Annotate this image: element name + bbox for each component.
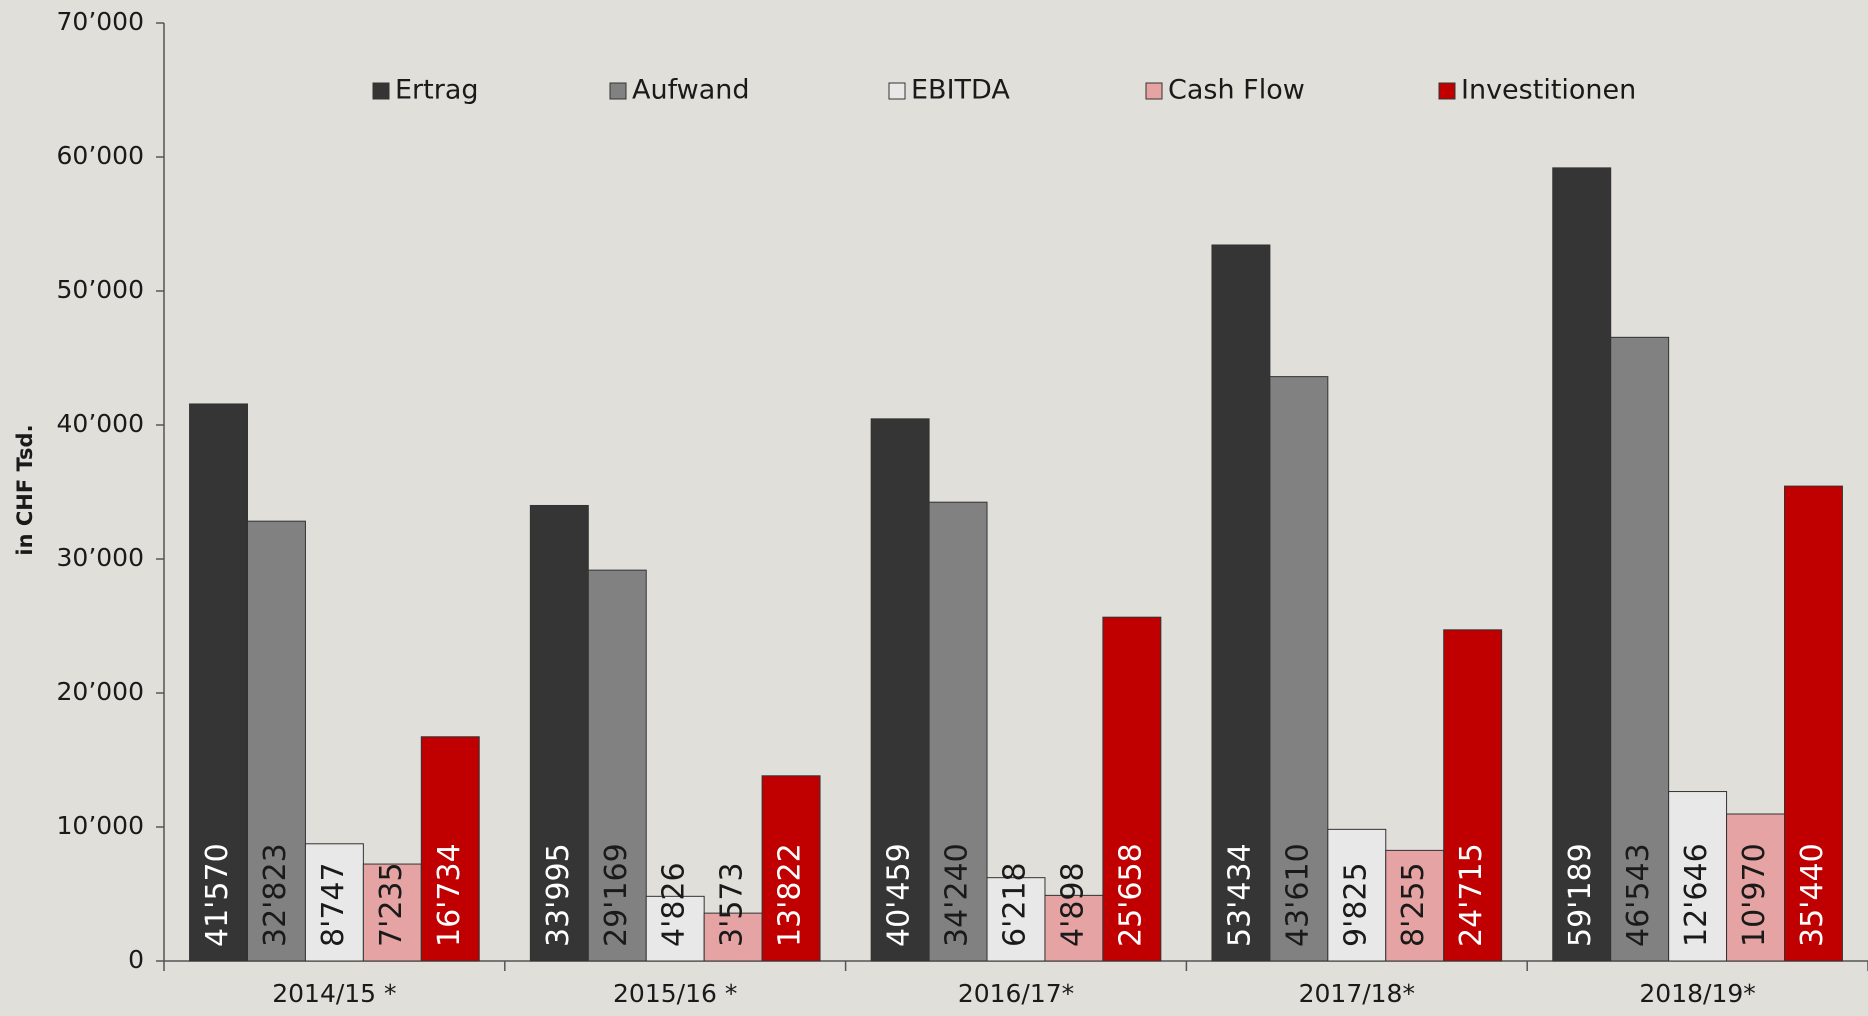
bar bbox=[1211, 244, 1271, 962]
y-tick-label: 0 bbox=[128, 945, 144, 974]
data-label: 8'255 bbox=[1396, 862, 1431, 947]
bar bbox=[1269, 376, 1329, 962]
bar bbox=[1610, 336, 1670, 962]
bar bbox=[870, 418, 930, 962]
bar bbox=[529, 504, 589, 962]
legend-swatch bbox=[888, 82, 906, 100]
y-tick-label: 60’000 bbox=[57, 141, 144, 170]
bar bbox=[362, 863, 422, 962]
data-label: 13'822 bbox=[773, 843, 808, 947]
bar bbox=[1102, 616, 1162, 962]
legend-label: Aufwand bbox=[632, 75, 750, 106]
data-label: 43'610 bbox=[1280, 843, 1315, 947]
bar bbox=[587, 569, 647, 962]
bar bbox=[986, 877, 1046, 962]
data-label: 53'434 bbox=[1222, 843, 1257, 947]
data-label: 16'734 bbox=[432, 843, 467, 947]
y-tick-label: 10’000 bbox=[57, 811, 144, 840]
data-label: 3'573 bbox=[715, 862, 750, 947]
x-tick-label: 2014/15 * bbox=[272, 979, 396, 1008]
data-label: 4'826 bbox=[657, 862, 692, 947]
bar bbox=[645, 895, 705, 962]
data-label: 24'715 bbox=[1454, 843, 1489, 947]
data-label: 59'189 bbox=[1563, 843, 1598, 947]
x-tick-label: 2018/19* bbox=[1639, 979, 1755, 1008]
data-label: 6'218 bbox=[998, 862, 1033, 947]
y-tick-label: 50’000 bbox=[57, 275, 144, 304]
legend-label: Ertrag bbox=[395, 75, 479, 106]
bar bbox=[1327, 828, 1387, 962]
bar bbox=[1784, 485, 1843, 962]
bar bbox=[761, 775, 821, 962]
bar bbox=[1044, 894, 1104, 962]
data-label: 34'240 bbox=[940, 843, 975, 947]
bar bbox=[1385, 849, 1445, 962]
y-tick-label: 70’000 bbox=[57, 7, 144, 36]
legend-label: Cash Flow bbox=[1168, 75, 1305, 106]
legend-swatch bbox=[1145, 82, 1163, 100]
data-label: 9'825 bbox=[1338, 862, 1373, 947]
y-tick-label: 30’000 bbox=[57, 543, 144, 572]
data-label: 35'440 bbox=[1795, 843, 1830, 947]
bar bbox=[928, 501, 988, 962]
data-label: 4'898 bbox=[1055, 862, 1090, 947]
bar bbox=[1552, 167, 1612, 962]
bar bbox=[1668, 791, 1728, 962]
data-label: 33'995 bbox=[541, 843, 576, 947]
data-label: 41'570 bbox=[200, 843, 235, 947]
data-label: 46'543 bbox=[1621, 843, 1656, 947]
legend-label: Investitionen bbox=[1461, 75, 1636, 106]
legend-swatch bbox=[1438, 82, 1456, 100]
data-label: 32'823 bbox=[258, 843, 293, 947]
bar bbox=[246, 520, 306, 962]
data-label: 7'235 bbox=[374, 862, 409, 947]
legend-swatch bbox=[609, 82, 627, 100]
x-tick-label: 2016/17* bbox=[958, 979, 1074, 1008]
bar bbox=[189, 403, 248, 962]
data-label: 10'970 bbox=[1737, 843, 1772, 947]
x-tick-label: 2015/16 * bbox=[613, 979, 737, 1008]
y-axis-label: in CHF Tsd. bbox=[13, 424, 37, 555]
data-label: 40'459 bbox=[882, 843, 917, 947]
data-label: 29'169 bbox=[599, 843, 634, 947]
bar bbox=[304, 843, 364, 962]
legend-label: EBITDA bbox=[911, 75, 1010, 106]
legend-swatch bbox=[372, 82, 390, 100]
x-tick-label: 2017/18* bbox=[1299, 979, 1415, 1008]
data-label: 8'747 bbox=[316, 862, 351, 947]
y-tick-label: 40’000 bbox=[57, 409, 144, 438]
bar bbox=[420, 736, 480, 962]
bar bbox=[1726, 813, 1786, 962]
data-label: 12'646 bbox=[1679, 843, 1714, 947]
y-tick-label: 20’000 bbox=[57, 677, 144, 706]
bar bbox=[1443, 629, 1503, 962]
data-label: 25'658 bbox=[1113, 843, 1148, 947]
